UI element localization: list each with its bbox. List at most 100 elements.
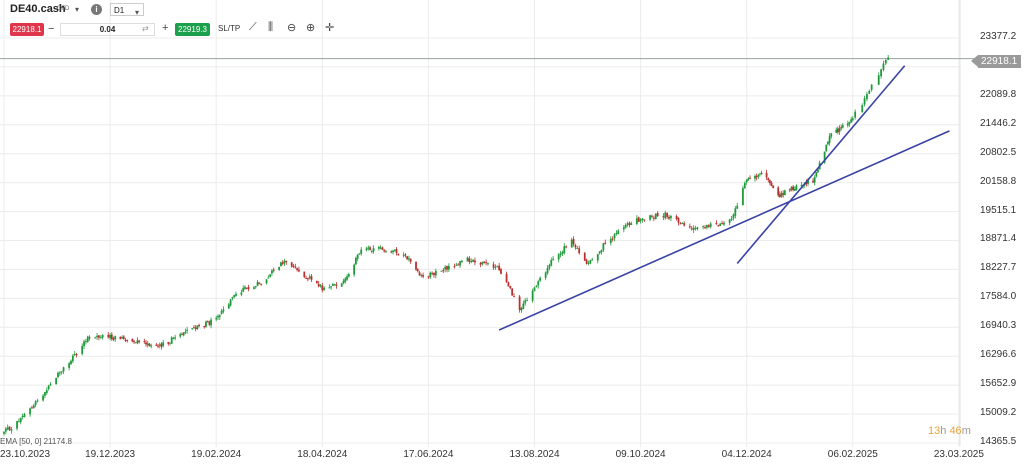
candle-body xyxy=(170,337,173,344)
candle-body xyxy=(526,300,528,302)
candle-body xyxy=(381,247,384,250)
candle-body xyxy=(559,253,562,256)
volume-input[interactable]: 0.04 xyxy=(60,23,155,36)
candle-body xyxy=(73,354,76,356)
candle-body xyxy=(613,234,616,239)
trendlines[interactable] xyxy=(498,65,950,331)
candle-body xyxy=(328,287,331,289)
date-tick-label: 23.03.2025 xyxy=(933,449,984,460)
trendline[interactable] xyxy=(498,130,950,331)
sell-button[interactable]: 22918.1 xyxy=(10,23,44,36)
candle-body xyxy=(6,427,9,430)
candle-body xyxy=(218,315,221,317)
swap-icon[interactable]: ⇄ xyxy=(142,24,149,33)
candle-body xyxy=(344,278,347,282)
candle-body xyxy=(835,129,838,133)
candle-body xyxy=(681,223,684,225)
candle-body xyxy=(602,243,605,250)
candle-body xyxy=(755,175,758,178)
candle-body xyxy=(377,246,380,249)
candle-body xyxy=(55,377,58,384)
price-tick-label: 16296.6 xyxy=(980,349,1017,361)
candle-body xyxy=(683,223,686,226)
candle-body xyxy=(792,186,795,191)
price-tick-label: 18871.4 xyxy=(980,233,1017,245)
timeframe-value: D1 xyxy=(114,6,125,15)
candle-body xyxy=(520,307,523,311)
candle-body xyxy=(880,69,882,77)
candle-body xyxy=(719,223,722,227)
info-icon[interactable]: i xyxy=(91,4,102,15)
candle-body xyxy=(196,325,199,330)
candle-body xyxy=(17,421,20,423)
candle-body xyxy=(800,185,803,187)
timeframe-select[interactable]: D1 ▾ xyxy=(110,3,144,17)
price-tick-label: 21446.2 xyxy=(980,117,1017,129)
candle-type-icon[interactable]: ⫼ xyxy=(268,21,274,33)
candle-body xyxy=(498,265,501,271)
candle-body xyxy=(285,260,288,262)
candle-body xyxy=(604,242,607,244)
decrease-volume-button[interactable]: − xyxy=(48,23,55,35)
candle-body xyxy=(31,407,33,409)
candle-body xyxy=(98,335,100,338)
candle-body xyxy=(58,372,61,374)
candle-body xyxy=(585,259,588,264)
candle-body xyxy=(167,342,170,344)
symbol-dropdown-icon[interactable]: ▾ xyxy=(75,5,80,14)
candle-body xyxy=(730,218,733,221)
candle-body xyxy=(838,127,841,132)
candle-body xyxy=(706,225,708,228)
increase-volume-button[interactable]: + xyxy=(162,22,169,34)
candle-body xyxy=(496,266,499,268)
candle-body xyxy=(780,192,783,197)
candle-body xyxy=(628,222,631,226)
trendline[interactable] xyxy=(736,65,906,264)
candle-body xyxy=(702,226,705,228)
candle-body xyxy=(760,172,763,174)
zoom-in-icon[interactable]: ⊕ xyxy=(306,22,316,34)
candle-body xyxy=(158,344,161,346)
candle-body xyxy=(749,177,751,179)
candle-body xyxy=(157,345,159,347)
candle-body xyxy=(635,218,638,224)
candle-body xyxy=(535,286,538,288)
candle-body xyxy=(596,254,599,261)
candle-body xyxy=(32,405,35,408)
sltp-button[interactable]: SL/TP xyxy=(218,24,241,33)
candle-body xyxy=(420,274,423,276)
candle-body xyxy=(795,185,798,190)
zoom-out-icon[interactable]: ⊖ xyxy=(287,22,297,34)
candle-body xyxy=(492,264,495,268)
candle-body xyxy=(112,338,115,340)
candle-body xyxy=(637,217,640,223)
candle-body xyxy=(707,225,710,227)
candle-body xyxy=(863,98,866,105)
candle-body xyxy=(217,315,219,318)
candle-body xyxy=(162,342,165,346)
candle-body xyxy=(817,169,819,173)
candle-body xyxy=(109,334,111,339)
symbol-name[interactable]: DE40.cash xyxy=(10,3,66,15)
candle-body xyxy=(415,261,417,270)
indicator-label[interactable]: EMA [50, 0] 21174.8 xyxy=(0,437,72,446)
candle-body xyxy=(75,354,78,356)
candle-body xyxy=(485,262,488,264)
candle-body xyxy=(887,57,890,60)
price-tick-label: 14365.5 xyxy=(980,436,1017,447)
date-tick-label: 09.10.2024 xyxy=(615,449,666,460)
candle-body xyxy=(96,335,98,338)
candle-body xyxy=(184,331,187,333)
crosshair-icon[interactable]: ✛ xyxy=(325,22,335,34)
candle-body xyxy=(522,303,525,309)
line-chart-icon[interactable]: ⟋ xyxy=(249,21,257,33)
candle-body xyxy=(317,283,320,287)
candle-body xyxy=(643,219,646,221)
candle-body xyxy=(110,334,113,340)
candle-body xyxy=(131,338,134,342)
candle-body xyxy=(215,317,218,320)
buy-button[interactable]: 22919.3 xyxy=(175,23,210,36)
date-tick-label: 19.02.2024 xyxy=(191,449,242,460)
candle-body xyxy=(611,238,614,240)
